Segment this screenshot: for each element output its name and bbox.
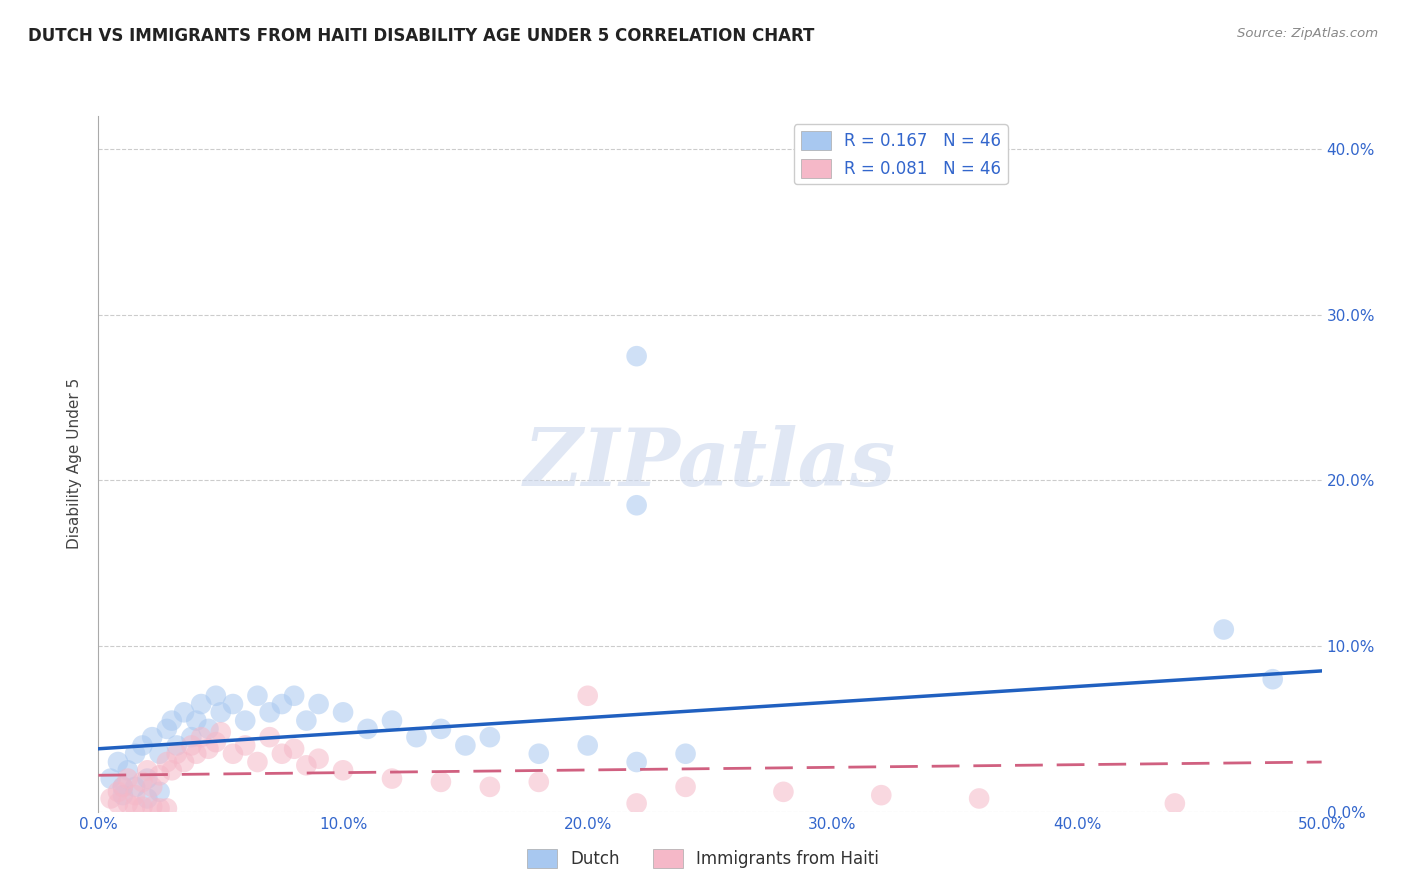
Point bbox=[626, 755, 648, 769]
Point bbox=[111, 780, 134, 794]
Point bbox=[967, 791, 990, 805]
Point bbox=[124, 788, 146, 802]
Point bbox=[1164, 797, 1187, 811]
Point bbox=[527, 747, 550, 761]
Point bbox=[222, 697, 245, 711]
Point bbox=[478, 730, 501, 744]
Point bbox=[180, 730, 202, 744]
Point bbox=[209, 706, 232, 720]
Point bbox=[308, 697, 330, 711]
Y-axis label: Disability Age Under 5: Disability Age Under 5 bbox=[67, 378, 83, 549]
Point bbox=[166, 747, 188, 761]
Point bbox=[246, 755, 269, 769]
Point bbox=[180, 739, 202, 753]
Point bbox=[186, 747, 208, 761]
Point bbox=[107, 785, 129, 799]
Point bbox=[576, 739, 599, 753]
Point bbox=[173, 706, 195, 720]
Point bbox=[527, 775, 550, 789]
Point bbox=[270, 697, 294, 711]
Legend: R = 0.167   N = 46, R = 0.081   N = 46: R = 0.167 N = 46, R = 0.081 N = 46 bbox=[794, 124, 1008, 185]
Point bbox=[576, 689, 599, 703]
Point bbox=[246, 689, 269, 703]
Point bbox=[160, 764, 183, 778]
Text: Source: ZipAtlas.com: Source: ZipAtlas.com bbox=[1237, 27, 1378, 40]
Point bbox=[190, 730, 212, 744]
Point bbox=[149, 747, 172, 761]
Point bbox=[222, 747, 245, 761]
Point bbox=[1212, 623, 1234, 637]
Point bbox=[870, 788, 893, 802]
Point bbox=[124, 747, 146, 761]
Point bbox=[259, 730, 281, 744]
Point bbox=[308, 752, 330, 766]
Point bbox=[160, 714, 183, 728]
Point bbox=[124, 780, 146, 794]
Point bbox=[124, 799, 146, 814]
Point bbox=[205, 735, 228, 749]
Point bbox=[381, 714, 404, 728]
Point bbox=[149, 785, 172, 799]
Point bbox=[405, 730, 427, 744]
Point bbox=[166, 739, 188, 753]
Point bbox=[131, 775, 153, 789]
Point bbox=[107, 797, 129, 811]
Point bbox=[332, 764, 354, 778]
Point bbox=[356, 722, 378, 736]
Point bbox=[117, 772, 139, 786]
Point bbox=[283, 689, 305, 703]
Point bbox=[156, 755, 179, 769]
Point bbox=[430, 722, 453, 736]
Text: ZIPatlas: ZIPatlas bbox=[524, 425, 896, 502]
Point bbox=[111, 780, 134, 794]
Point bbox=[117, 797, 139, 811]
Text: DUTCH VS IMMIGRANTS FROM HAITI DISABILITY AGE UNDER 5 CORRELATION CHART: DUTCH VS IMMIGRANTS FROM HAITI DISABILIT… bbox=[28, 27, 814, 45]
Point bbox=[675, 780, 697, 794]
Point bbox=[626, 349, 648, 363]
Point bbox=[100, 791, 122, 805]
Point bbox=[430, 775, 453, 789]
Point bbox=[107, 755, 129, 769]
Point bbox=[478, 780, 501, 794]
Point bbox=[197, 741, 219, 756]
Point bbox=[270, 747, 294, 761]
Point bbox=[149, 768, 172, 782]
Point bbox=[136, 764, 159, 778]
Point bbox=[136, 772, 159, 786]
Point bbox=[141, 799, 163, 814]
Point bbox=[141, 730, 163, 744]
Point bbox=[186, 714, 208, 728]
Point bbox=[197, 722, 219, 736]
Point bbox=[772, 785, 794, 799]
Point bbox=[136, 791, 159, 805]
Point bbox=[259, 706, 281, 720]
Point bbox=[233, 714, 256, 728]
Point bbox=[381, 772, 404, 786]
Point bbox=[100, 772, 122, 786]
Point bbox=[454, 739, 477, 753]
Point bbox=[209, 725, 232, 739]
Point bbox=[131, 799, 153, 814]
Point bbox=[173, 755, 195, 769]
Point bbox=[233, 739, 256, 753]
Point bbox=[156, 801, 179, 815]
Point bbox=[156, 722, 179, 736]
Point bbox=[283, 741, 305, 756]
Point bbox=[190, 697, 212, 711]
Point bbox=[626, 797, 648, 811]
Point bbox=[117, 764, 139, 778]
Point bbox=[295, 758, 318, 772]
Point bbox=[141, 780, 163, 794]
Point bbox=[111, 788, 134, 802]
Point bbox=[149, 801, 172, 815]
Point bbox=[1261, 672, 1284, 686]
Point bbox=[626, 498, 648, 512]
Point bbox=[131, 739, 153, 753]
Point bbox=[205, 689, 228, 703]
Point bbox=[675, 747, 697, 761]
Point bbox=[332, 706, 354, 720]
Legend: Dutch, Immigrants from Haiti: Dutch, Immigrants from Haiti bbox=[520, 842, 886, 875]
Point bbox=[295, 714, 318, 728]
